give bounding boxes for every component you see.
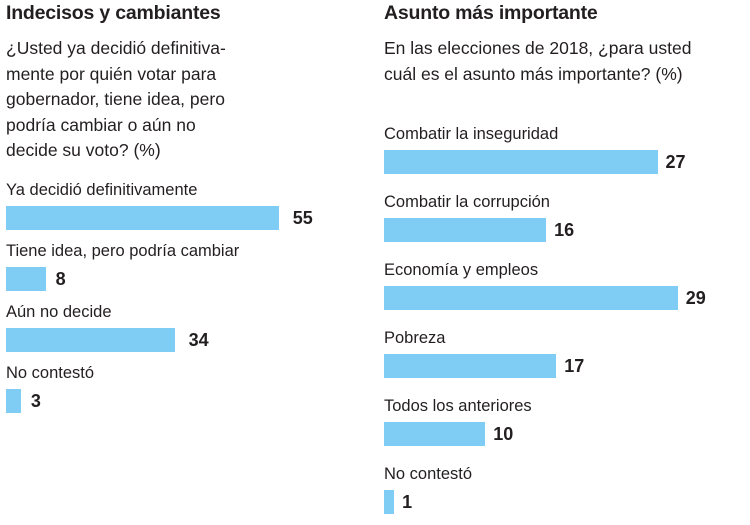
bar <box>6 267 46 291</box>
chart-subtitle: ¿Usted ya decidió definitiva- mente por … <box>6 36 226 164</box>
category-label: Economía y empleos <box>384 261 539 279</box>
category-label: Pobreza <box>384 329 446 347</box>
subtitle-line: decide su voto? (%) <box>6 140 161 160</box>
value-label: 1 <box>402 492 413 512</box>
value-label: 27 <box>665 152 686 172</box>
bar <box>384 490 395 514</box>
value-label: 17 <box>564 356 585 376</box>
value-label: 16 <box>554 220 575 240</box>
bar <box>6 328 175 352</box>
bar <box>384 150 658 174</box>
subtitle-line: podría cambiar o aún no <box>6 114 196 135</box>
subtitle-line: ¿Usted ya decidió definitiva- <box>6 38 226 58</box>
bar <box>6 206 279 230</box>
bar <box>6 389 21 413</box>
category-label: Combatir la inseguridad <box>384 125 559 143</box>
value-label: 10 <box>493 424 514 444</box>
category-label: Todos los anteriores <box>384 397 532 415</box>
value-label: 8 <box>55 269 66 289</box>
category-label: Combatir la corrupción <box>384 193 550 211</box>
subtitle-line: gobernador, tiene idea, pero <box>6 89 225 109</box>
subtitle-line: En las elecciones de 2018, ¿para usted <box>384 38 692 58</box>
value-label: 34 <box>188 330 209 350</box>
category-label: Aún no decide <box>6 303 112 321</box>
category-label: No contestó <box>384 465 473 483</box>
chart-title: Indecisos y cambiantes <box>6 2 221 24</box>
value-label: 55 <box>292 208 313 228</box>
chart-title: Asunto más importante <box>384 2 598 24</box>
bar <box>384 286 678 310</box>
subtitle-line: cuál es el asunto más importante? (%) <box>384 63 683 84</box>
bar <box>384 218 547 242</box>
subtitle-line: mente por quién votar para <box>6 63 217 84</box>
value-label: 29 <box>685 288 706 308</box>
bar <box>384 422 486 446</box>
chart-subtitle: En las elecciones de 2018, ¿para usted c… <box>384 36 691 87</box>
bar <box>384 354 557 378</box>
value-label: 3 <box>30 391 41 411</box>
category-label: Ya decidió definitivamente <box>6 181 198 199</box>
category-label: Tiene idea, pero podría cambiar <box>6 242 240 260</box>
category-label: No contestó <box>6 364 95 382</box>
